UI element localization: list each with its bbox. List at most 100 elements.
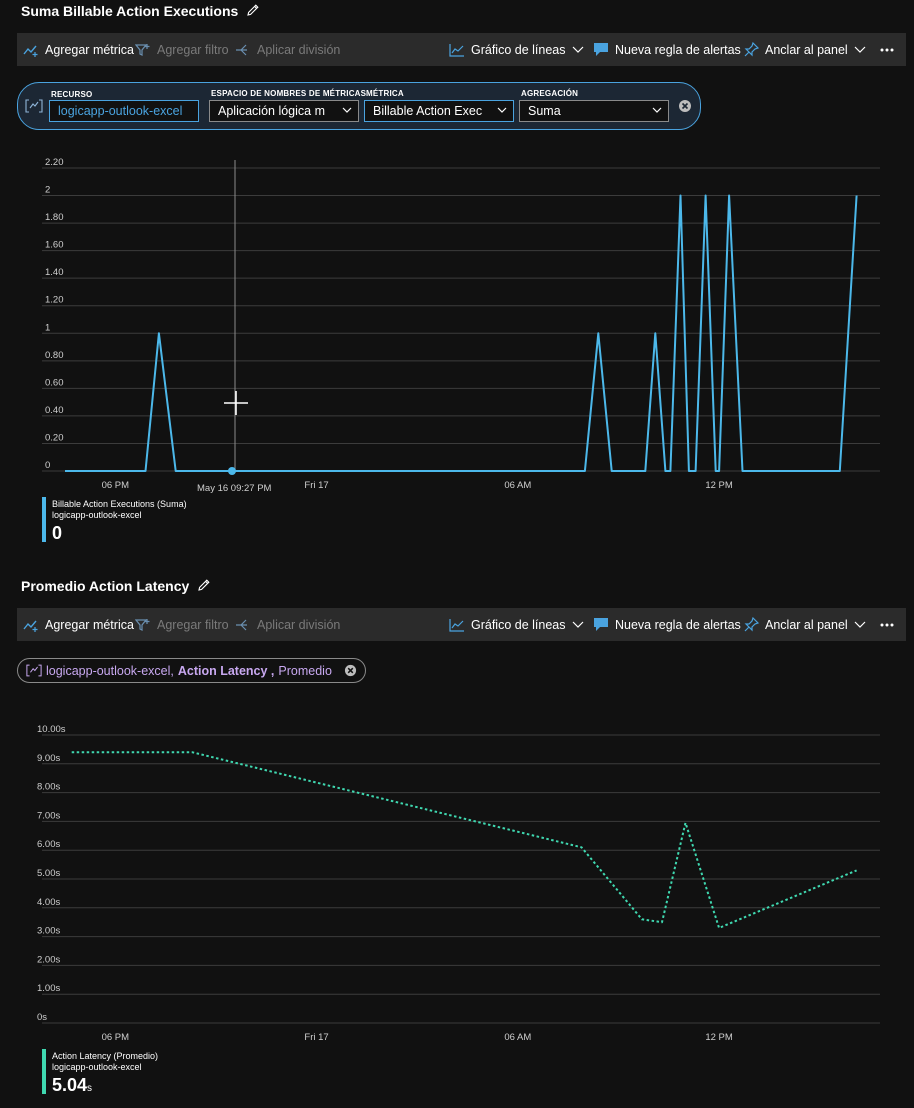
remove-metric-icon[interactable]: [678, 99, 692, 113]
chevron-down-icon: [342, 107, 352, 113]
add-metric-label: Agregar métrica: [45, 617, 134, 632]
apply-split-button[interactable]: Aplicar división: [235, 608, 340, 641]
chart2-title-text: Promedio Action Latency: [21, 578, 190, 594]
pin-icon: [744, 42, 759, 57]
pin-icon: [744, 617, 759, 632]
apply-split-label: Aplicar división: [257, 617, 341, 632]
chart1-x-tick-label: Fri 17: [304, 480, 328, 490]
chart1-y-tick-label: 1.20: [45, 295, 64, 306]
split-icon: [236, 44, 247, 55]
chart2-y-tick-label: 1.00s: [37, 983, 60, 994]
line-chart-icon: [449, 618, 464, 632]
chart2-y-tick-label: 4.00s: [37, 897, 60, 908]
ellipsis-icon: [880, 48, 894, 51]
pin-to-dashboard-dropdown[interactable]: Anclar al panel: [744, 33, 866, 66]
chart2-y-tick-label: 9.00s: [37, 753, 60, 764]
chip-resource: logicapp-outlook-excel,: [46, 663, 174, 678]
namespace-select[interactable]: Aplicación lógica m: [209, 100, 359, 122]
chip-metric: Action Latency ,: [177, 663, 275, 678]
new-alert-rule-button[interactable]: Nueva regla de alertas: [593, 33, 741, 66]
chart1-title: Suma Billable Action Executions: [21, 3, 260, 19]
chart1-legend-color: [42, 497, 46, 542]
chart1-y-tick-label: 0.60: [45, 377, 64, 388]
chart2-y-tick-label: 10.00s: [37, 724, 66, 735]
add-metric-icon: [23, 620, 38, 632]
new-alert-label: Nueva regla de alertas: [615, 617, 741, 632]
chevron-down-icon: [572, 621, 583, 628]
chart1-y-tick-label: 0.80: [45, 350, 64, 361]
chart2-x-tick-label: 06 AM: [504, 1032, 531, 1043]
chart-type-dropdown[interactable]: Gráfico de líneas: [449, 608, 584, 641]
aggregation-label: AGREGACIÓN: [521, 89, 579, 98]
chart1-y-tick-label: 1: [45, 322, 50, 333]
add-metric-label: Agregar métrica: [45, 42, 134, 57]
chart-type-dropdown[interactable]: Gráfico de líneas: [449, 33, 584, 66]
chart2-legend-color: [42, 1049, 46, 1094]
chart1-y-tick-label: 2.20: [45, 157, 64, 168]
edit-title-icon[interactable]: [197, 578, 211, 592]
chart2-title: Promedio Action Latency: [21, 578, 211, 594]
pin-to-dashboard-dropdown[interactable]: Anclar al panel: [744, 608, 866, 641]
metric-chip[interactable]: logicapp-outlook-excel, Action Latency ,…: [17, 658, 366, 683]
chart2-legend-number: 5.04: [52, 1075, 88, 1095]
chart2-y-tick-label: 0s: [37, 1012, 47, 1023]
chart1-hover-point: [228, 467, 236, 475]
resource-label: RECURSO: [51, 90, 93, 99]
resource-input[interactable]: logicapp-outlook-excel: [49, 100, 199, 122]
chart-type-label: Gráfico de líneas: [471, 42, 566, 57]
add-metric-button[interactable]: Agregar métrica: [23, 33, 134, 66]
chart2-plot[interactable]: 0s 1.00s 2.00s 3.00s 4.00s 5.00s 6.00s 7.00s 8.0…: [0, 710, 914, 1045]
chart1-hover-label: May 16 09:27 PM: [197, 483, 272, 494]
chart1-series-line: [65, 194, 858, 472]
add-filter-label: Agregar filtro: [157, 42, 229, 57]
apply-split-label: Aplicar división: [257, 42, 341, 57]
filter-icon: [135, 618, 150, 631]
apply-split-button[interactable]: Aplicar división: [235, 33, 340, 66]
add-filter-button[interactable]: Agregar filtro: [135, 608, 229, 641]
edit-title-icon[interactable]: [246, 3, 260, 17]
chart2-y-tick-label: 3.00s: [37, 926, 60, 937]
chart2-y-tick-label: 7.00s: [37, 810, 60, 821]
metric-label: MÉTRICA: [366, 89, 404, 98]
chart2-y-tick-label: 2.00s: [37, 954, 60, 965]
add-metric-button[interactable]: Agregar métrica: [23, 608, 134, 641]
chart1-y-tick-label: 1.80: [45, 212, 64, 223]
chart1-y-tick-label: 1.60: [45, 240, 64, 251]
chart2-toolbar: Agregar métrica Agregar filtro Aplicar d…: [17, 608, 906, 641]
crosshair-cursor-icon: [224, 391, 248, 415]
chart2-y-tick-label: 5.00s: [37, 868, 60, 879]
resource-icon: [26, 664, 42, 677]
chart2-series-line: [71, 751, 857, 929]
close-icon[interactable]: [344, 664, 357, 677]
chart1-x-tick-label: 06 AM: [504, 480, 531, 490]
chart1-plot[interactable]: 0 0.20 0.40 0.60 0.80 1 1.20 1.40 1.60 1.80 2 2.20 0…: [0, 150, 914, 490]
namespace-label: ESPACIO DE NOMBRES DE MÉTRICAS: [211, 89, 367, 98]
metric-picker: RECURSO logicapp-outlook-excel ESPACIO D…: [17, 82, 701, 130]
chart2-legend-value: 5.04s: [52, 1075, 92, 1096]
chart2-x-tick-label: 06 PM: [102, 1032, 130, 1043]
alert-icon: [594, 618, 608, 631]
chevron-down-icon: [497, 107, 507, 113]
filter-icon: [135, 43, 150, 56]
chart1-toolbar: Agregar métrica Agregar filtro Aplicar d…: [17, 33, 906, 66]
chevron-down-icon: [854, 621, 866, 628]
chevron-down-icon: [854, 46, 866, 53]
chart2-x-tick-label: Fri 17: [304, 1032, 328, 1043]
more-options-button[interactable]: [880, 608, 894, 641]
aggregation-select[interactable]: Suma: [519, 100, 669, 122]
chart1-legend-resource: logicapp-outlook-excel: [52, 510, 142, 520]
chevron-down-icon: [572, 46, 583, 53]
add-filter-button[interactable]: Agregar filtro: [135, 33, 229, 66]
chart2-y-tick-label: 8.00s: [37, 782, 60, 793]
new-alert-rule-button[interactable]: Nueva regla de alertas: [593, 608, 741, 641]
more-options-button[interactable]: [880, 33, 894, 66]
line-chart-icon: [449, 43, 464, 57]
chevron-down-icon: [652, 107, 662, 113]
chart1-x-tick-label: 06 PM: [102, 480, 130, 490]
chart2-legend-resource: logicapp-outlook-excel: [52, 1062, 142, 1072]
chart2-y-tick-label: 6.00s: [37, 839, 60, 850]
chart1-y-tick-label: 0.20: [45, 432, 64, 443]
metric-select[interactable]: Billable Action Exec: [364, 100, 514, 122]
chip-aggregation: Promedio: [278, 663, 332, 678]
alert-icon: [594, 43, 608, 56]
